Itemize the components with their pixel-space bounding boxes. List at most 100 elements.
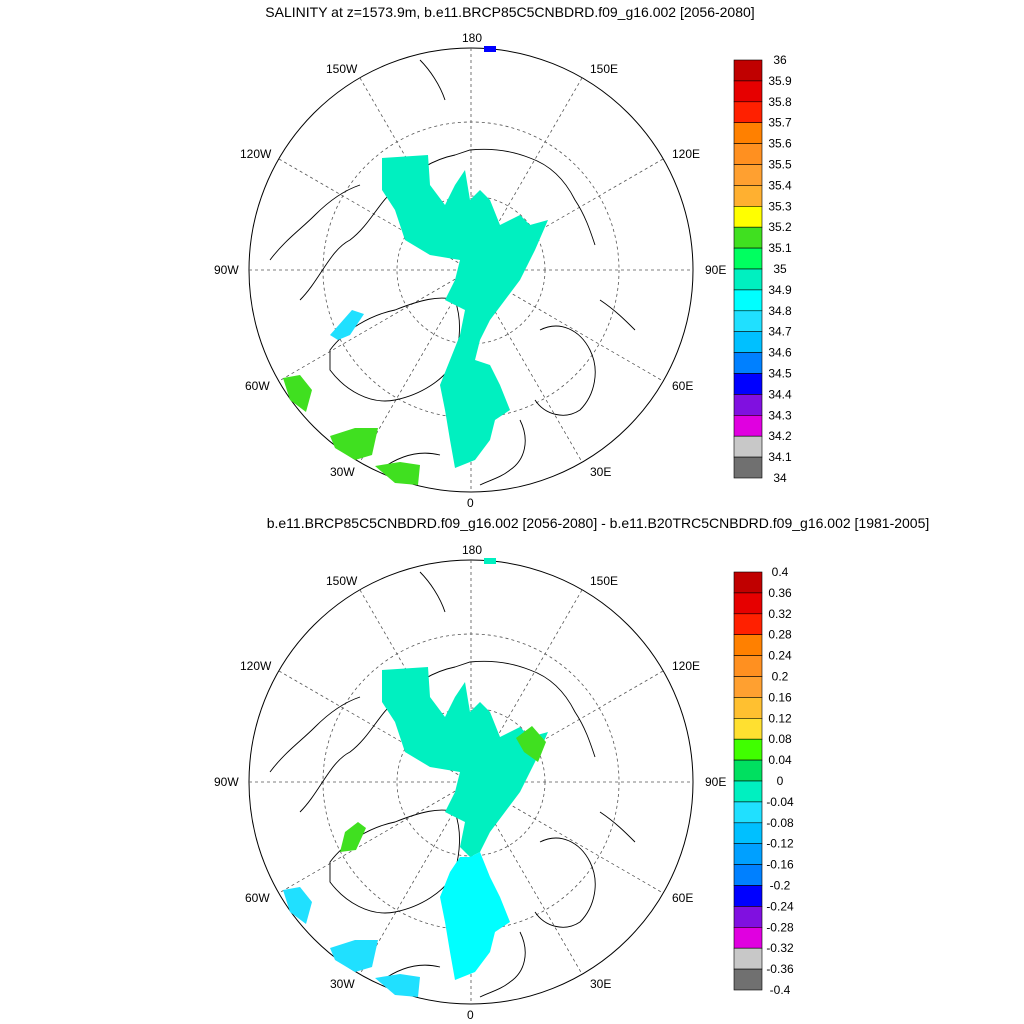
colorbar-swatch (733, 226, 763, 249)
colorbar-label: 35.3 (768, 199, 792, 213)
colorbar-label: -0.4 (770, 983, 791, 997)
colorbar-swatch (733, 352, 763, 374)
colorbar-label: 35.5 (768, 158, 792, 172)
svg-text:90W: 90W (214, 263, 239, 277)
colorbar-label: -0.08 (766, 816, 794, 830)
colorbar-swatch (733, 613, 763, 636)
colorbar-swatch (733, 655, 763, 677)
colorbar-swatch (733, 59, 763, 82)
colorbar-swatch (733, 268, 763, 291)
svg-text:150W: 150W (326, 62, 358, 76)
difference-polar-map: 180 150E 120E 90E 60E 30E 0 30W 60W 90W … (214, 543, 794, 1022)
svg-text:60W: 60W (245, 891, 270, 905)
colorbar-swatch (733, 80, 763, 103)
svg-text:180: 180 (462, 31, 482, 45)
colorbar-label: 0.12 (768, 711, 792, 725)
colorbar-swatch (733, 331, 763, 353)
colorbar-label: 35.9 (768, 74, 792, 88)
colorbar-label: -0.28 (766, 920, 794, 934)
svg-text:120E: 120E (672, 147, 700, 161)
colorbar-swatch (733, 185, 763, 207)
svg-text:120W: 120W (240, 147, 272, 161)
iceland-patch (375, 974, 420, 997)
svg-text:30W: 30W (330, 465, 355, 479)
main-salinity-field (382, 155, 548, 468)
svg-text:90E: 90E (705, 775, 726, 789)
svg-text:0: 0 (467, 1008, 474, 1022)
colorbar-swatch (733, 926, 763, 949)
colorbar-swatch (733, 592, 763, 615)
panel2-title: b.e11.BRCP85C5CNBDRD.f09_g16.002 [2056-2… (266, 515, 930, 531)
iceland-patch (375, 462, 420, 485)
colorbar-label: 0.32 (768, 607, 792, 621)
colorbar-swatch (733, 373, 763, 395)
colorbar-label: -0.36 (766, 962, 794, 976)
svg-text:90W: 90W (214, 775, 239, 789)
colorbar-label: -0.04 (766, 795, 794, 809)
colorbar-label: 0.36 (768, 586, 792, 600)
colorbar-label: 36 (773, 53, 787, 67)
colorbar-label: 34.9 (768, 283, 792, 297)
svg-text:60W: 60W (245, 379, 270, 393)
colorbar-label: 0.16 (768, 690, 792, 704)
bering-patch (484, 46, 496, 52)
greenland-patch (330, 940, 378, 972)
colorbar-swatch (733, 676, 763, 698)
colorbar-label: 35.4 (768, 178, 792, 192)
baffin-patch (340, 822, 366, 852)
colorbar-swatch (733, 247, 763, 270)
colorbar-label: -0.24 (766, 899, 794, 913)
colorbar-label: 34 (773, 471, 787, 485)
svg-text:180: 180 (462, 543, 482, 557)
colorbar-swatch (733, 122, 763, 144)
colorbar-label: 34.8 (768, 304, 792, 318)
colorbar-swatch (733, 968, 763, 991)
colorbar-label: 34.6 (768, 346, 792, 360)
labrador-patch (283, 375, 312, 412)
colorbar-swatch (733, 864, 763, 886)
colorbar-swatch (733, 414, 763, 437)
colorbar-label: 35.7 (768, 116, 792, 130)
svg-text:60E: 60E (672, 891, 693, 905)
colorbar-label: 35.1 (768, 241, 792, 255)
salinity-colorbar: 36 35.9 35.8 35.7 35.6 35.5 35.4 35.3 35.2 35.1 35… (733, 53, 792, 485)
greenland-patch (330, 428, 378, 460)
colorbar-swatch (733, 947, 763, 970)
difference-colorbar: 0.4 0.36 0.32 0.28 0.24 0.2 0.16 0.12 0.08 0.04 0 -… (733, 565, 794, 997)
colorbar-label: 0 (777, 774, 784, 788)
salinity-fields (283, 46, 548, 485)
colorbar-swatch (733, 885, 763, 907)
colorbar-label: 0.2 (772, 670, 789, 684)
svg-text:30E: 30E (590, 977, 611, 991)
labrador-patch (283, 887, 312, 924)
coastlines (269, 571, 636, 998)
colorbar-label: -0.32 (766, 941, 794, 955)
colorbar-label: 34.5 (768, 367, 792, 381)
svg-text:120E: 120E (672, 659, 700, 673)
colorbar-swatch (733, 571, 763, 594)
svg-text:150E: 150E (590, 574, 618, 588)
atlantic-difference-field (440, 852, 510, 980)
bering-patch (484, 558, 496, 564)
difference-fields (283, 558, 548, 997)
salinity-map-panel: 180 150E 120E 90E 60E 30E 0 30W 60W 90W … (214, 31, 792, 510)
colorbar-swatch (733, 206, 763, 228)
colorbar-label: 34.2 (768, 429, 792, 443)
colorbar-label: 0.04 (768, 753, 792, 767)
svg-text:60E: 60E (672, 379, 693, 393)
colorbar-label: 0.24 (768, 649, 792, 663)
svg-text:150E: 150E (590, 62, 618, 76)
colorbar-label: -0.16 (766, 858, 794, 872)
colorbar-swatch (733, 435, 763, 458)
salinity-polar-map: 180 150E 120E 90E 60E 30E 0 30W 60W 90W … (214, 31, 792, 510)
svg-text:150W: 150W (326, 574, 358, 588)
colorbar-swatch (733, 738, 763, 761)
colorbar-swatch (733, 310, 763, 332)
svg-text:0: 0 (467, 496, 474, 510)
colorbar-label: 34.4 (768, 387, 792, 401)
lon-labels: 180 150E 120E 90E 60E 30E 0 30W 60W 90W … (214, 31, 726, 510)
main-difference-field (382, 667, 548, 857)
colorbar-swatch (733, 634, 763, 656)
colorbar-label: 0.08 (768, 732, 792, 746)
colorbar-label: 0.28 (768, 628, 792, 642)
